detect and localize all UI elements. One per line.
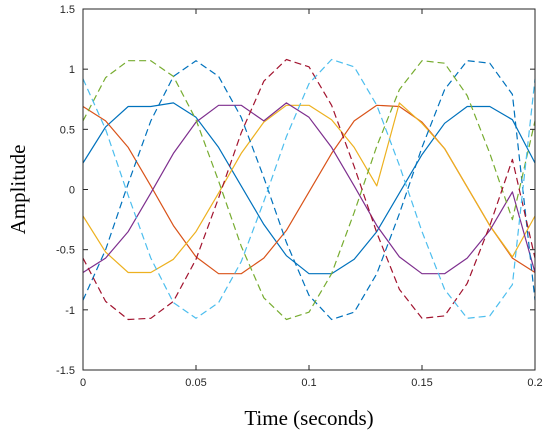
x-tick-label: 0 [80, 377, 86, 389]
y-tick-label: -0.5 [56, 245, 75, 257]
y-tick-label: 0.5 [60, 124, 75, 136]
series-line-5 [82, 60, 536, 321]
series-line-8 [82, 58, 536, 319]
y-tick-label: 0 [69, 185, 75, 197]
x-tick-label: 0.15 [411, 377, 432, 389]
x-axis-label: Time (seconds) [244, 406, 373, 430]
y-tick-label: 1.5 [60, 4, 75, 16]
y-tick-label: -1.5 [56, 365, 75, 377]
x-tick-label: 0.1 [301, 377, 316, 389]
series-line-6 [82, 60, 536, 321]
y-tick-label: -1 [65, 305, 75, 317]
tick-layer: 0 0.05 0.1 0.15 0.2 -1.5 -1 -0.5 0 0.5 1 1.5 [56, 4, 543, 389]
series-line-3 [82, 102, 536, 274]
plot-area [83, 9, 535, 370]
series-layer [82, 58, 536, 321]
x-tick-label: 0.05 [185, 377, 206, 389]
series-line-7 [82, 58, 536, 321]
y-tick-label: 1 [69, 64, 75, 76]
y-axis-label: Amplitude [6, 145, 30, 235]
x-tick-label: 0.2 [527, 377, 542, 389]
series-line-4 [82, 102, 536, 275]
